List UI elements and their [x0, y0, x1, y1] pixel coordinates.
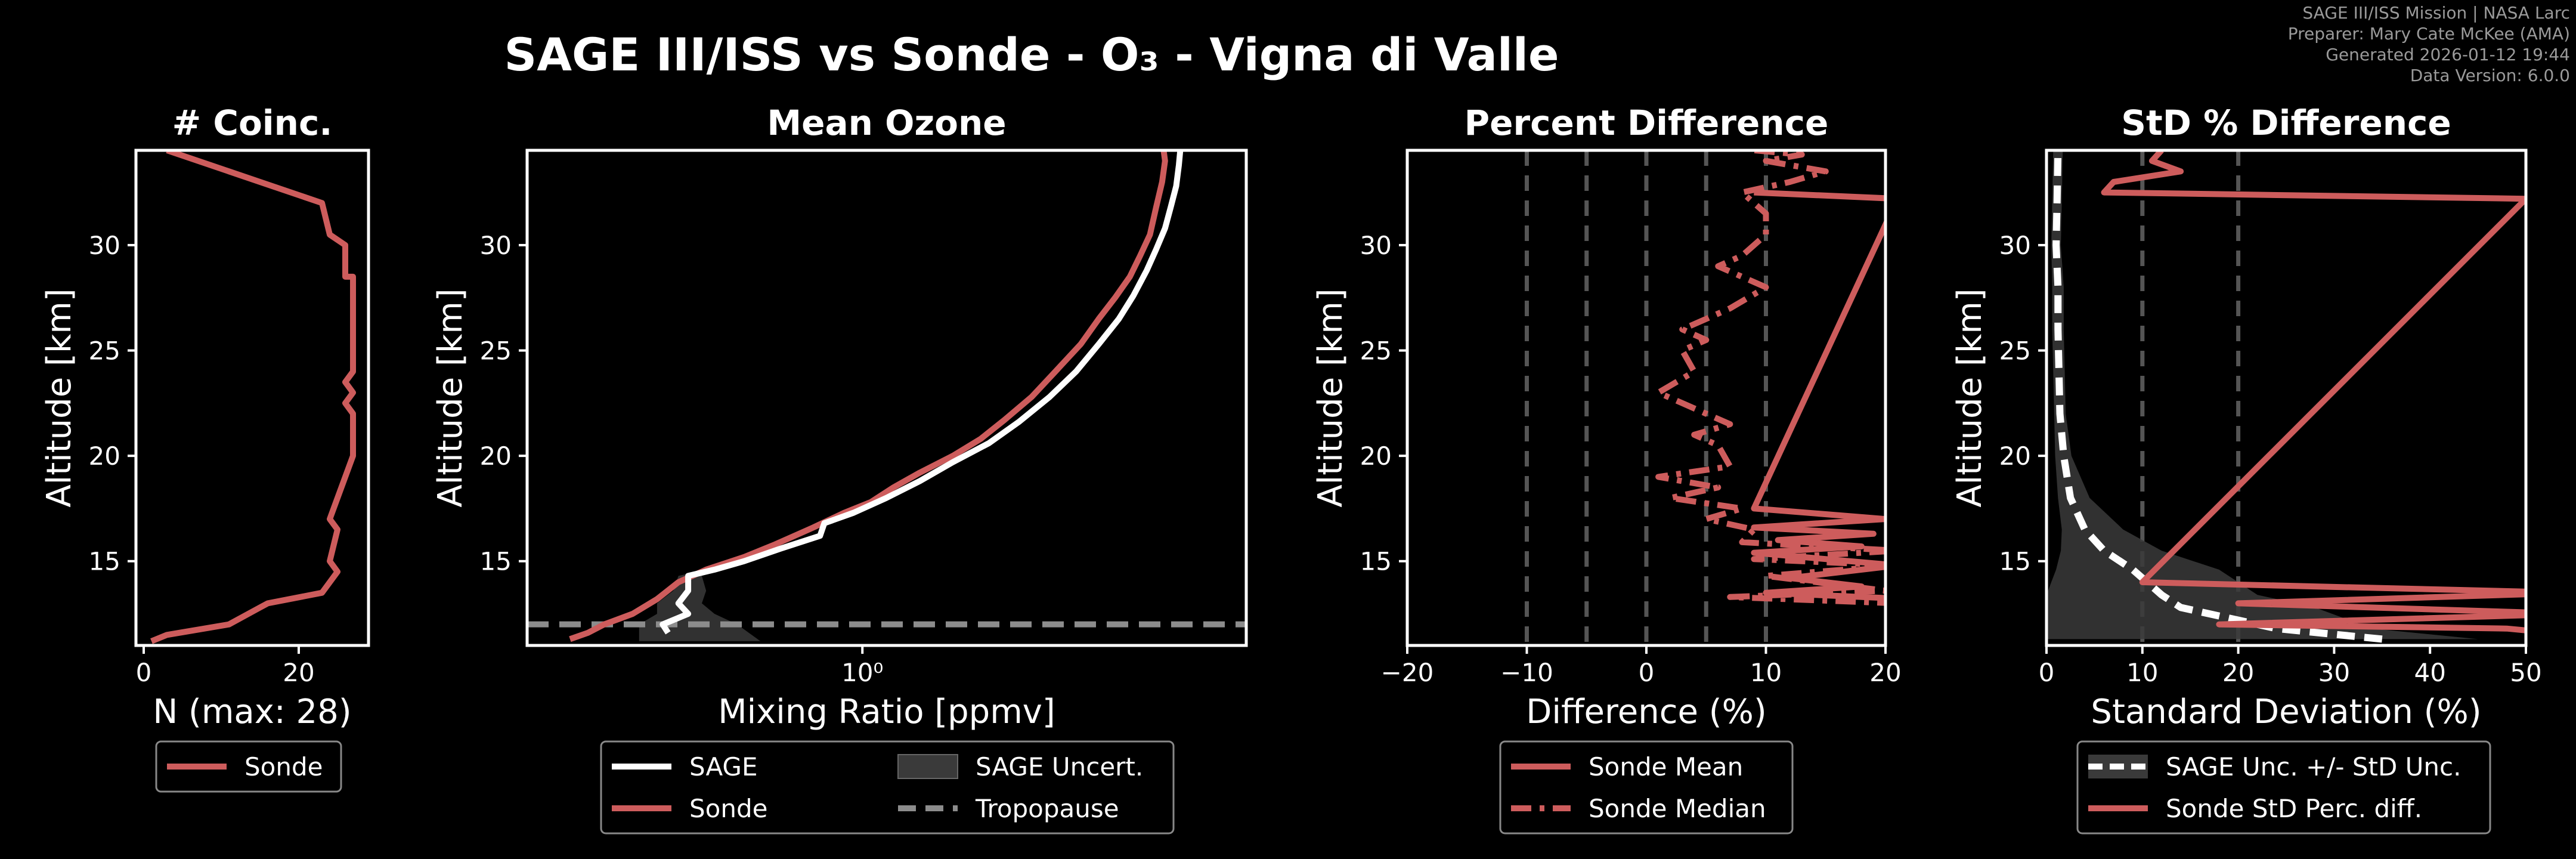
panel-2: 15 20 25 30 10⁰ Mean Ozone Mixing Ratio [ppmv]… — [431, 103, 1248, 835]
x-tick-label: 20 — [1869, 658, 1901, 687]
legend-label: SAGE — [689, 752, 758, 781]
legend-label: SAGE Unc. +/- StD Unc. — [2166, 752, 2462, 781]
y-tick-label: 20 — [1999, 441, 2031, 471]
x-tick-label: 10 — [2126, 658, 2158, 687]
legend: SAGE SAGE Uncert. Sonde Tropopause — [600, 740, 1175, 835]
legend-label: Tropopause — [975, 794, 1119, 823]
x-tick-label: 20 — [283, 658, 314, 687]
series-sage — [660, 150, 1184, 635]
y-tick-label: 30 — [480, 231, 512, 260]
legend-label: SAGE Uncert. — [976, 752, 1143, 781]
legend-label: Sonde — [689, 794, 767, 823]
legend: Sonde — [155, 740, 342, 793]
y-tick-label: 20 — [89, 441, 120, 471]
y-axis-label: Altitude [km] — [40, 288, 79, 507]
x-axis-label: N (max: 28) — [153, 693, 351, 731]
y-tick-label: 25 — [1360, 336, 1392, 366]
legend-frame — [1499, 740, 1794, 835]
legend-label: Sonde Median — [1589, 794, 1766, 823]
plot-area — [527, 150, 1246, 642]
x-axis-label: Standard Deviation (%) — [2091, 693, 2481, 731]
panel-3: 15 20 25 30 −20 −10 0 10 20 Percent Difference Dif… — [1311, 103, 1902, 835]
y-tick-label: 15 — [89, 547, 120, 576]
x-tick-label: −20 — [1381, 658, 1434, 687]
x-tick-label: 30 — [2318, 658, 2350, 687]
legend-label: Sonde Mean — [1589, 752, 1743, 781]
x-tick-label: 10 — [1750, 658, 1782, 687]
series-sonde-median — [1655, 150, 1885, 606]
y-axis-label: Altitude [km] — [1950, 288, 1989, 507]
legend-frame — [600, 740, 1175, 835]
y-axis-label: Altitude [km] — [431, 288, 470, 507]
legend: SAGE Unc. +/- StD Unc. Sonde StD Perc. di… — [2076, 740, 2491, 835]
legend: Sonde Mean Sonde Median — [1499, 740, 1794, 835]
y-tick-label: 15 — [1360, 547, 1392, 576]
meta-preparer: Preparer: Mary Cate McKee (AMA) — [2287, 24, 2570, 44]
x-tick-label: 10⁰ — [841, 658, 883, 687]
series-sonde — [150, 150, 356, 644]
panel-title: # Coinc. — [172, 103, 333, 143]
x-tick-label: 50 — [2510, 658, 2541, 687]
y-axis-label: Altitude [km] — [1311, 288, 1350, 507]
legend-label: Sonde StD Perc. diff. — [2166, 794, 2422, 823]
axes-frame — [525, 149, 1248, 647]
panel-title: Percent Difference — [1465, 103, 1829, 143]
y-tick-label: 30 — [1999, 231, 2031, 260]
plot-area — [2046, 150, 2526, 645]
series-sonde — [569, 150, 1168, 642]
x-tick-label: 0 — [136, 658, 152, 687]
x-tick-label: 20 — [2222, 658, 2254, 687]
legend-frame — [2076, 740, 2491, 835]
meta-generated: Generated 2026-01-12 19:44 — [2326, 45, 2570, 64]
legend-label: Sonde — [244, 752, 323, 781]
x-tick-label: 0 — [1639, 658, 1655, 687]
y-tick-label: 20 — [480, 441, 512, 471]
series-sonde-std-perc-diff- — [2101, 150, 2526, 634]
panel-title: Mean Ozone — [767, 103, 1006, 143]
sage-std-band — [2046, 150, 2478, 639]
y-tick-label: 30 — [89, 231, 120, 260]
x-tick-label: −10 — [1500, 658, 1553, 687]
plot-area — [1525, 150, 1885, 645]
axes-frame — [134, 149, 370, 647]
y-tick-label: 30 — [1360, 231, 1392, 260]
x-tick-label: 0 — [2039, 658, 2055, 687]
y-tick-label: 25 — [1999, 336, 2031, 366]
y-tick-label: 20 — [1360, 441, 1392, 471]
x-tick-label: 40 — [2414, 658, 2445, 687]
x-axis-label: Difference (%) — [1526, 693, 1766, 731]
legend-swatch — [897, 754, 958, 779]
y-tick-label: 15 — [1999, 547, 2031, 576]
panel-4: 15 20 25 30 0 10 20 30 40 50 StD % Difference Stand… — [1950, 103, 2542, 835]
y-tick-label: 25 — [89, 336, 120, 366]
legend-frame — [155, 740, 342, 793]
plot-area — [150, 150, 356, 644]
meta-version: Data Version: 6.0.0 — [2410, 66, 2570, 85]
meta-mission: SAGE III/ISS Mission | NASA Larc — [2302, 3, 2570, 23]
metadata-block: SAGE III/ISS Mission | NASA Larc Prepare… — [2288, 2, 2570, 86]
y-tick-label: 15 — [480, 547, 512, 576]
axes-frame — [2045, 149, 2528, 647]
y-tick-label: 25 — [480, 336, 512, 366]
x-axis-label: Mixing Ratio [ppmv] — [718, 693, 1055, 731]
series-sage-unc-std-unc- — [2052, 150, 2383, 643]
figure-title: SAGE III/ISS vs Sonde - O₃ - Vigna di Va… — [504, 28, 1559, 81]
panel-1: 15 20 25 30 0 20 # Coinc. N (max: 28) Altitude [… — [40, 103, 370, 793]
panels: 15 20 25 30 0 20 # Coinc. N (max: 28) Altitude [… — [40, 103, 2542, 835]
series-sonde-mean — [1751, 189, 1885, 601]
panel-title: StD % Difference — [2121, 103, 2451, 143]
